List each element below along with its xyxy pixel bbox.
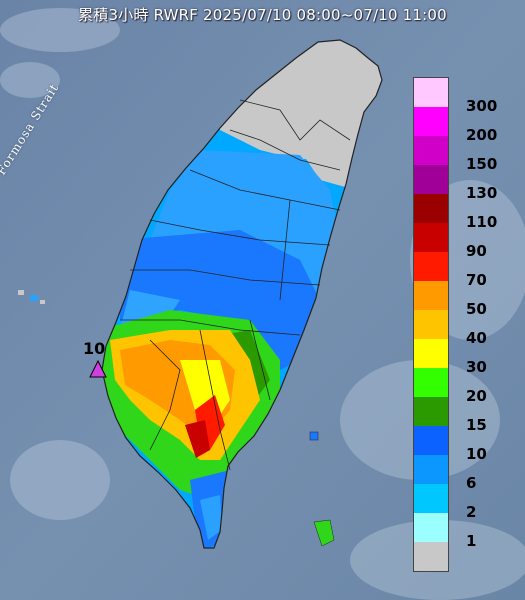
- legend-swatch: [414, 339, 448, 368]
- legend-swatch: [414, 78, 448, 107]
- legend-label: 70: [466, 271, 487, 289]
- legend-label: 15: [466, 416, 487, 434]
- legend-swatch: [414, 455, 448, 484]
- legend-label: 90: [466, 242, 487, 260]
- legend-label: 20: [466, 387, 487, 405]
- legend-swatch: [414, 426, 448, 455]
- legend-swatch: [414, 252, 448, 281]
- legend-swatch: [414, 281, 448, 310]
- legend-swatch: [414, 542, 448, 571]
- legend-label: 200: [466, 126, 498, 144]
- legend-swatch: [414, 484, 448, 513]
- legend-label: 10: [466, 445, 487, 463]
- legend-label: 1: [466, 532, 477, 550]
- legend-label: 50: [466, 300, 487, 318]
- offshore-islands: [18, 290, 335, 547]
- legend-swatch: [414, 107, 448, 136]
- legend-swatch: [414, 136, 448, 165]
- legend-label: 130: [466, 184, 498, 202]
- legend-label: 150: [466, 155, 498, 173]
- legend-swatch: [414, 165, 448, 194]
- county-boundaries: [101, 39, 383, 549]
- legend-swatch: [414, 368, 448, 397]
- legend-swatch: [414, 194, 448, 223]
- legend-swatch: [414, 397, 448, 426]
- map-title: 累積3小時 RWRF 2025/07/10 08:00~07/10 11:00: [78, 6, 447, 24]
- legend-label: 110: [466, 213, 498, 231]
- legend-label: 2: [466, 503, 477, 521]
- legend-swatch: [414, 513, 448, 542]
- station-marker[interactable]: [89, 359, 107, 378]
- station-label: 10: [83, 339, 106, 358]
- legend-label: 30: [466, 358, 487, 376]
- legend-swatch: [414, 310, 448, 339]
- legend-label: 6: [466, 474, 477, 492]
- legend-label: 40: [466, 329, 487, 347]
- cloud-texture: [0, 8, 525, 600]
- color-legend: [413, 77, 449, 572]
- legend-swatch: [414, 223, 448, 252]
- legend-label: 300: [466, 97, 498, 115]
